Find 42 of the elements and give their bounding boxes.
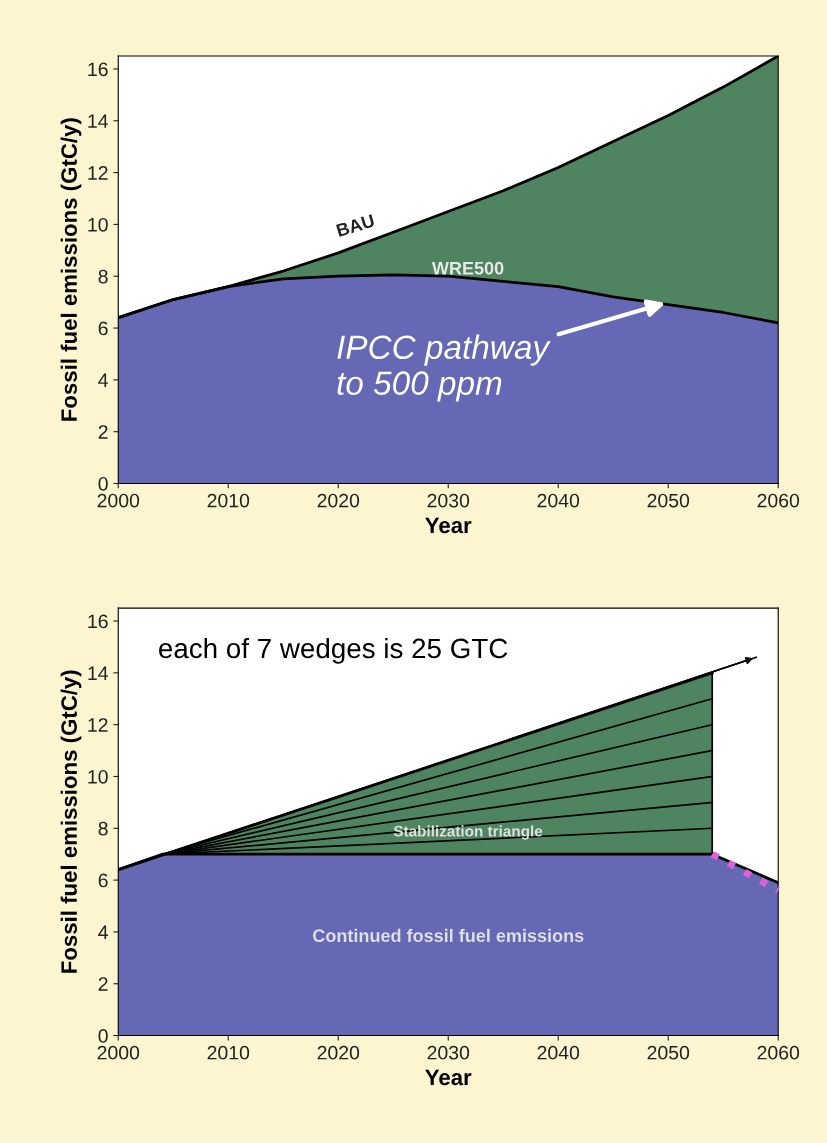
x-tick-label: 2010 — [207, 1045, 250, 1060]
x-tick-label: 2020 — [317, 1045, 360, 1060]
x-tick-label: 2040 — [537, 1045, 580, 1060]
x-axis-title: Year — [425, 517, 472, 534]
x-tick-label: 2010 — [207, 493, 250, 508]
x-tick-label: 2050 — [647, 1045, 690, 1060]
y-tick-label: 8 — [98, 269, 108, 284]
y-tick-label: 4 — [98, 373, 108, 387]
text: BAU — [336, 214, 375, 237]
y-axis-title: Fossil fuel emissions (GtC/y) — [60, 670, 82, 973]
x-tick-label: 2030 — [427, 1045, 470, 1060]
y-tick-label: 6 — [98, 321, 108, 336]
y-tick-label: 12 — [88, 166, 108, 180]
series-label: Stabilization triangle — [393, 825, 543, 840]
y-tick-label: 0 — [98, 476, 108, 491]
annotation: each of 7 wedges is 25 GTC — [159, 637, 508, 664]
y-tick-label: 10 — [88, 217, 108, 232]
x-tick-label: 2040 — [537, 493, 580, 508]
x-tick-label: 2000 — [97, 493, 140, 508]
y-tick-label: 6 — [98, 873, 108, 888]
y-tick-label: 8 — [98, 821, 108, 836]
x-tick-label: 2020 — [317, 493, 360, 508]
y-tick-label: 2 — [98, 425, 108, 439]
x-axis-title: Year — [425, 1069, 472, 1086]
y-tick-label: 16 — [88, 614, 108, 629]
y-tick-label: 14 — [88, 666, 108, 680]
y-tick-label: 0 — [98, 1029, 108, 1043]
y-tick-label: 2 — [98, 977, 108, 991]
annotation: IPCC pathway to 500 ppm — [337, 334, 551, 402]
y-tick-label: 14 — [88, 114, 108, 128]
series-label: Continued fossil fuel emissions — [313, 928, 584, 943]
x-tick-label: 2030 — [427, 493, 470, 508]
x-tick-label: 2060 — [757, 1045, 800, 1060]
y-tick-label: 10 — [88, 769, 108, 784]
y-tick-label: 16 — [88, 62, 108, 77]
series-label: WRE500 — [431, 261, 504, 275]
x-tick-label: 2000 — [97, 1045, 140, 1060]
x-tick-label: 2060 — [757, 493, 800, 508]
y-tick-label: 4 — [98, 925, 108, 939]
x-tick-label: 2050 — [647, 493, 690, 508]
y-axis-title: Fossil fuel emissions (GtC/y) — [60, 118, 82, 421]
y-tick-label: 12 — [88, 718, 108, 732]
